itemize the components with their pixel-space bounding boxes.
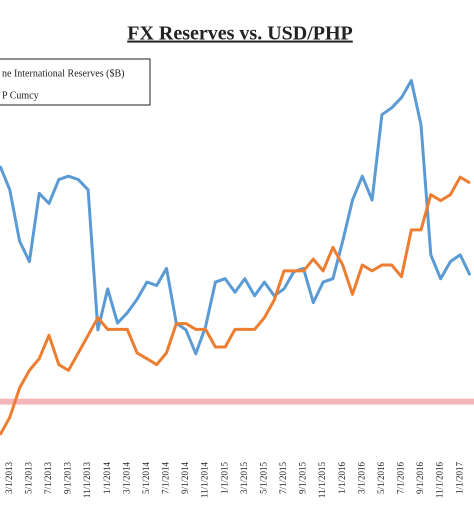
legend-box <box>0 58 151 106</box>
x-tick-label: 7/1/2016 <box>396 462 406 495</box>
x-tick-label: 1/1/2015 <box>219 462 229 495</box>
x-tick-label: 9/1/2015 <box>298 462 308 495</box>
x-tick-label: 11/1/2013 <box>82 462 92 499</box>
x-tick-label: 9/1/2014 <box>180 462 190 495</box>
legend-label: ne International Reserves ($B) <box>2 68 124 79</box>
x-tick-label: 1/1/2017 <box>454 462 464 495</box>
series-line <box>0 175 471 436</box>
x-tick-label: 3/1/2014 <box>121 462 131 495</box>
x-tick-label: 9/1/2013 <box>63 462 73 495</box>
x-tick-label: 5/1/2016 <box>376 462 386 495</box>
x-tick-label: 9/1/2016 <box>415 462 425 495</box>
x-tick-label: 3/1/2013 <box>4 462 14 495</box>
x-tick-label: 1/1/2016 <box>337 462 347 495</box>
x-tick-label: 11/1/2016 <box>435 462 445 499</box>
x-tick-label: 7/1/2014 <box>161 462 171 495</box>
x-tick-label: 7/1/2015 <box>278 462 288 495</box>
x-tick-label: 3/1/2015 <box>239 462 249 495</box>
x-tick-label: 5/1/2013 <box>23 462 33 495</box>
series-line <box>0 79 472 356</box>
x-tick-label: 5/1/2014 <box>141 462 151 495</box>
chart-title: FX Reserves vs. USD/PHP <box>127 23 353 45</box>
x-tick-label: 5/1/2015 <box>258 462 268 495</box>
legend-label: P Cumcy <box>2 90 39 101</box>
x-tick-label: 1/1/2014 <box>102 462 112 495</box>
x-tick-label: 11/1/2015 <box>317 462 327 499</box>
x-tick-label: 7/1/2013 <box>43 462 53 495</box>
x-tick-label: 11/1/2014 <box>200 462 210 499</box>
x-tick-label: 3/1/2016 <box>356 462 366 495</box>
